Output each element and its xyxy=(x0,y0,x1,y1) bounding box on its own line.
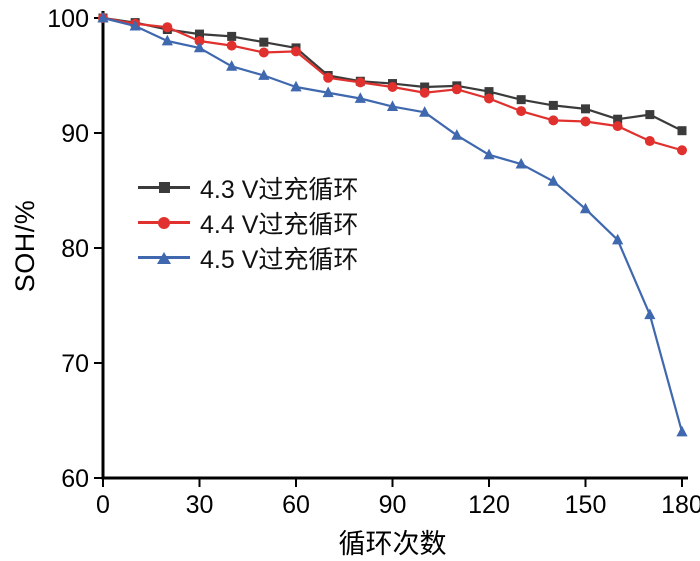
triangle-marker-icon xyxy=(451,129,463,140)
y-tick-label: 70 xyxy=(61,350,89,378)
triangle-marker-icon xyxy=(483,148,495,160)
triangle-marker-icon xyxy=(419,106,431,117)
triangle-marker-icon xyxy=(97,11,109,23)
legend-item-4.4v: 4.4 V过充循环 xyxy=(138,205,358,240)
y-tick-label: 90 xyxy=(61,120,89,148)
triangle-marker-icon xyxy=(129,19,141,31)
x-tick-label: 60 xyxy=(282,491,310,519)
legend-swatch xyxy=(138,250,190,266)
square-marker-icon xyxy=(516,95,526,105)
circle-marker-icon xyxy=(158,216,170,229)
legend-label: 4.4 V过充循环 xyxy=(200,210,359,239)
triangle-marker-icon xyxy=(354,92,366,103)
triangle-marker-icon xyxy=(515,157,527,169)
legend-item-4.3v: 4.3 V过充循环 xyxy=(138,170,358,205)
circle-marker-icon xyxy=(355,77,366,88)
circle-marker-icon xyxy=(226,40,237,51)
legend-label: 4.3 V过充循环 xyxy=(200,175,359,204)
circle-marker-icon xyxy=(162,22,173,33)
triangle-marker-icon xyxy=(386,100,399,111)
x-axis-label: 循环次数 xyxy=(338,529,447,559)
circle-marker-icon xyxy=(291,46,301,57)
circle-marker-icon xyxy=(580,116,591,127)
series-line-0 xyxy=(102,16,683,132)
circle-marker-icon xyxy=(644,136,655,147)
y-tick-label: 100 xyxy=(47,5,89,33)
square-marker-icon xyxy=(158,182,170,193)
triangle-marker-icon xyxy=(161,34,173,46)
circle-marker-icon xyxy=(451,84,462,95)
triangle-marker-icon xyxy=(547,175,559,186)
x-tick-label: 90 xyxy=(379,491,407,519)
triangle-marker-icon xyxy=(644,308,656,320)
legend-swatch xyxy=(138,215,190,231)
triangle-marker-icon xyxy=(193,41,206,53)
triangle-marker-icon xyxy=(676,425,688,437)
y-tick-label: 80 xyxy=(61,235,89,263)
square-marker-icon xyxy=(613,114,623,124)
triangle-marker-icon xyxy=(579,202,592,214)
square-marker-icon xyxy=(548,100,558,110)
x-tick-label: 180 xyxy=(661,491,700,519)
circle-marker-icon xyxy=(323,72,334,83)
legend-item-4.5v: 4.5 V过充循环 xyxy=(138,240,358,275)
square-marker-icon xyxy=(484,87,494,97)
circle-marker-icon xyxy=(419,87,430,98)
square-marker-icon xyxy=(259,37,269,47)
square-marker-icon xyxy=(195,29,204,39)
triangle-marker-icon xyxy=(157,251,171,264)
x-tick-label: 150 xyxy=(565,491,607,519)
x-tick-label: 0 xyxy=(96,491,110,519)
square-marker-icon xyxy=(645,110,655,120)
x-tick-label: 30 xyxy=(186,491,214,519)
triangle-marker-icon xyxy=(226,60,238,71)
square-marker-icon xyxy=(420,82,430,92)
square-marker-icon xyxy=(581,104,590,114)
circle-marker-icon xyxy=(194,36,205,46)
triangle-marker-icon xyxy=(322,86,334,98)
triangle-marker-icon xyxy=(258,69,270,80)
circle-marker-icon xyxy=(387,82,398,92)
y-axis-label: SOH/% xyxy=(10,199,40,293)
legend: 4.3 V过充循环 4.4 V过充循环 4.5 V过充循环 xyxy=(138,170,358,275)
square-marker-icon xyxy=(677,126,687,136)
circle-marker-icon xyxy=(516,106,527,117)
circle-marker-icon xyxy=(612,121,623,132)
legend-label: 4.5 V过充循环 xyxy=(200,245,359,274)
circle-marker-icon xyxy=(258,47,269,58)
triangle-marker-icon xyxy=(612,233,624,245)
circle-marker-icon xyxy=(677,145,687,156)
triangle-marker-icon xyxy=(290,80,302,92)
x-tick-label: 120 xyxy=(468,491,510,519)
y-tick-label: 60 xyxy=(61,465,89,493)
legend-swatch xyxy=(138,180,190,196)
circle-marker-icon xyxy=(548,115,559,126)
circle-marker-icon xyxy=(484,93,494,104)
square-marker-icon xyxy=(227,31,237,41)
